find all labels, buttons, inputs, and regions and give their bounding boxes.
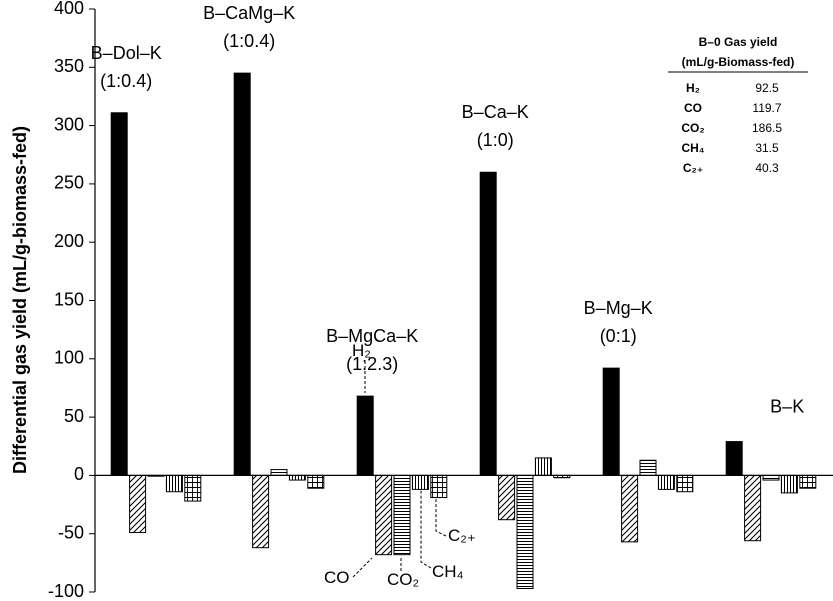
annotation-h2: H₂ xyxy=(352,341,371,360)
bar-ch4-group-2 xyxy=(288,474,306,481)
bar-co2-group-6 xyxy=(762,474,780,481)
table-gas-name: CO xyxy=(684,101,702,115)
y-axis-ticks: -100 -50 0 50 100 150 200 250 300 350 400 xyxy=(48,0,95,601)
table-gas-name: CO₂ xyxy=(681,121,704,135)
annotation-c2plus: C₂₊ xyxy=(448,526,476,545)
bar-h2-group-4 xyxy=(479,171,497,476)
bar-h2-group-2 xyxy=(233,72,251,476)
group-label-ratio: (0:1) xyxy=(600,326,637,346)
group-label-ratio: (1:0.4) xyxy=(100,71,152,91)
bar-c2plus-group-6 xyxy=(799,474,817,489)
y-tick-label: -50 xyxy=(58,522,84,542)
series-annotations: H₂ CO CO₂ CH₄ C₂₊ xyxy=(324,341,476,589)
bar-h2-group-6 xyxy=(725,441,743,476)
bar-co-group-5 xyxy=(621,474,639,543)
y-tick-label: 200 xyxy=(54,231,84,251)
table-gas-value: 186.5 xyxy=(752,121,782,135)
bar-ch4-group-5 xyxy=(657,474,675,490)
bar-ch4-group-3 xyxy=(411,474,429,490)
y-tick-label: -100 xyxy=(48,581,84,601)
annotation-ch4-leader xyxy=(420,490,432,569)
bar-co-group-6 xyxy=(744,474,762,542)
table-title-line1: B–0 Gas yield xyxy=(699,35,778,49)
y-tick-label: 150 xyxy=(54,289,84,309)
group-label-ratio: (1:2.3) xyxy=(346,354,398,374)
y-tick-label: 100 xyxy=(54,348,84,368)
group-label-name: B–Dol–K xyxy=(91,43,162,63)
bar-co2-group-3 xyxy=(393,474,411,556)
baseline-gas-yield-table: B–0 Gas yield (mL/g-Biomass-fed) H₂ 92.5 C… xyxy=(668,35,808,175)
table-gas-value: 40.3 xyxy=(755,161,779,175)
annotation-c2plus-leader xyxy=(435,498,447,537)
bar-ch4-group-6 xyxy=(780,474,798,494)
table-rows: H₂ 92.5 CO 119.7 CO₂ 186.5 CH₄ 31.5 C₂₊ 40.3 xyxy=(681,81,782,175)
y-tick-label: 300 xyxy=(54,114,84,134)
y-tick-label: 50 xyxy=(64,406,84,426)
y-tick-label: 250 xyxy=(54,173,84,193)
group-label-name: B–K xyxy=(770,397,804,417)
bar-co2-group-2 xyxy=(270,469,288,476)
table-gas-value: 31.5 xyxy=(755,141,779,155)
y-tick-label: 0 xyxy=(74,464,84,484)
bar-co-group-3 xyxy=(375,474,393,556)
table-gas-value: 92.5 xyxy=(755,81,779,95)
bar-co-group-2 xyxy=(252,474,270,549)
axes xyxy=(94,9,833,592)
group-label-name: B–Ca–K xyxy=(462,102,529,122)
y-axis-label: Differential gas yield (mL/g-biomass-fed… xyxy=(10,126,30,474)
bar-co-group-4 xyxy=(498,474,516,521)
bar-c2plus-group-2 xyxy=(307,474,325,489)
bar-c2plus-group-5 xyxy=(676,474,694,493)
table-gas-name: H₂ xyxy=(686,81,700,95)
group-label-name: B–Mg–K xyxy=(584,298,653,318)
annotation-co: CO xyxy=(324,568,350,587)
y-tick-label: 400 xyxy=(54,0,84,18)
group-label-name: B–MgCa–K xyxy=(326,326,418,346)
bar-c2plus-group-3 xyxy=(430,474,448,499)
group-label-name: B–CaMg–K xyxy=(203,3,295,23)
annotation-ch4: CH₄ xyxy=(432,562,464,581)
bar-h2-group-3 xyxy=(356,395,374,476)
group-label-ratio: (1:0) xyxy=(477,130,514,150)
table-gas-value: 119.7 xyxy=(752,101,781,115)
bars xyxy=(110,72,817,590)
bar-c2plus-group-1 xyxy=(184,474,202,502)
bar-co2-group-4 xyxy=(516,474,534,590)
annotation-co2: CO₂ xyxy=(387,570,419,589)
bar-co2-group-5 xyxy=(639,459,657,476)
group-label-ratio: (1:0.4) xyxy=(223,31,275,51)
bar-ch4-group-4 xyxy=(534,457,552,476)
bar-co-group-1 xyxy=(129,474,147,534)
group-labels: B–Dol–K (1:0.4) B–CaMg–K (1:0.4) B–MgCa–K (1:… xyxy=(91,3,805,416)
bar-h2-group-5 xyxy=(602,367,620,476)
table-title-line2: (mL/g-Biomass-fed) xyxy=(682,55,795,69)
bar-ch4-group-1 xyxy=(165,474,183,493)
annotation-co-leader xyxy=(352,557,373,578)
table-gas-name: CH₄ xyxy=(681,141,704,155)
bar-h2-group-1 xyxy=(110,112,128,476)
table-gas-name: C₂₊ xyxy=(683,161,703,175)
y-tick-label: 350 xyxy=(54,56,84,76)
